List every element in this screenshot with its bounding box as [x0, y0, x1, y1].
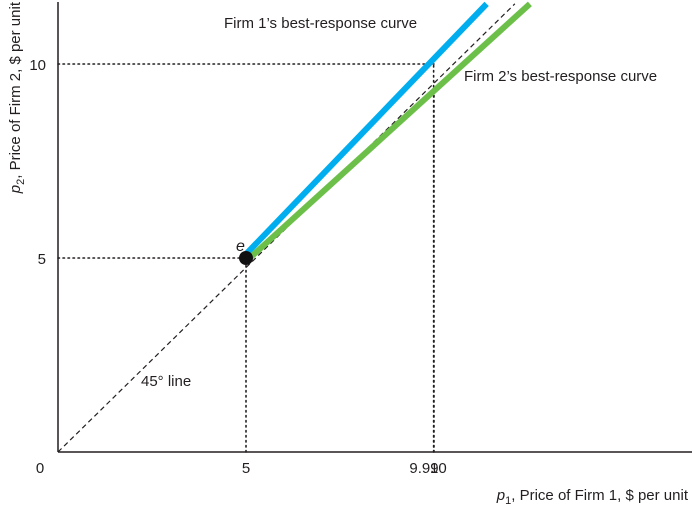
y-tick-label: 5 — [38, 251, 46, 268]
equilibrium-point — [239, 251, 253, 265]
equilibrium-group: e — [236, 238, 253, 265]
x-axis-title: p1, Price of Firm 1, $ per unit — [496, 487, 689, 507]
series-labels: Firm 1’s best-response curve Firm 2’s bes… — [224, 15, 657, 85]
firm2-curve-label: Firm 2’s best-response curve — [464, 68, 657, 85]
equilibrium-label: e — [236, 238, 245, 255]
x-tick-label: 9.99 — [409, 460, 438, 477]
reference-line-group: 45° line — [57, 3, 516, 453]
firm1-best-response-curve — [243, 1, 489, 257]
reference-line-label: 45° line — [141, 373, 191, 390]
dotted-guides — [57, 63, 435, 453]
x-tick-label: 10 — [430, 460, 447, 477]
y-tick-label: 10 — [29, 57, 46, 74]
best-response-curves — [243, 1, 532, 261]
origin-label: 0 — [36, 460, 44, 477]
reference-line-45 — [57, 3, 516, 453]
x-tick-label: 5 — [242, 460, 250, 477]
firm2-best-response-curve — [247, 1, 532, 261]
y-axis-title: p2, Price of Firm 2, $ per unit — [7, 1, 27, 194]
firm1-curve-label: Firm 1’s best-response curve — [224, 15, 417, 32]
axes — [57, 2, 692, 453]
